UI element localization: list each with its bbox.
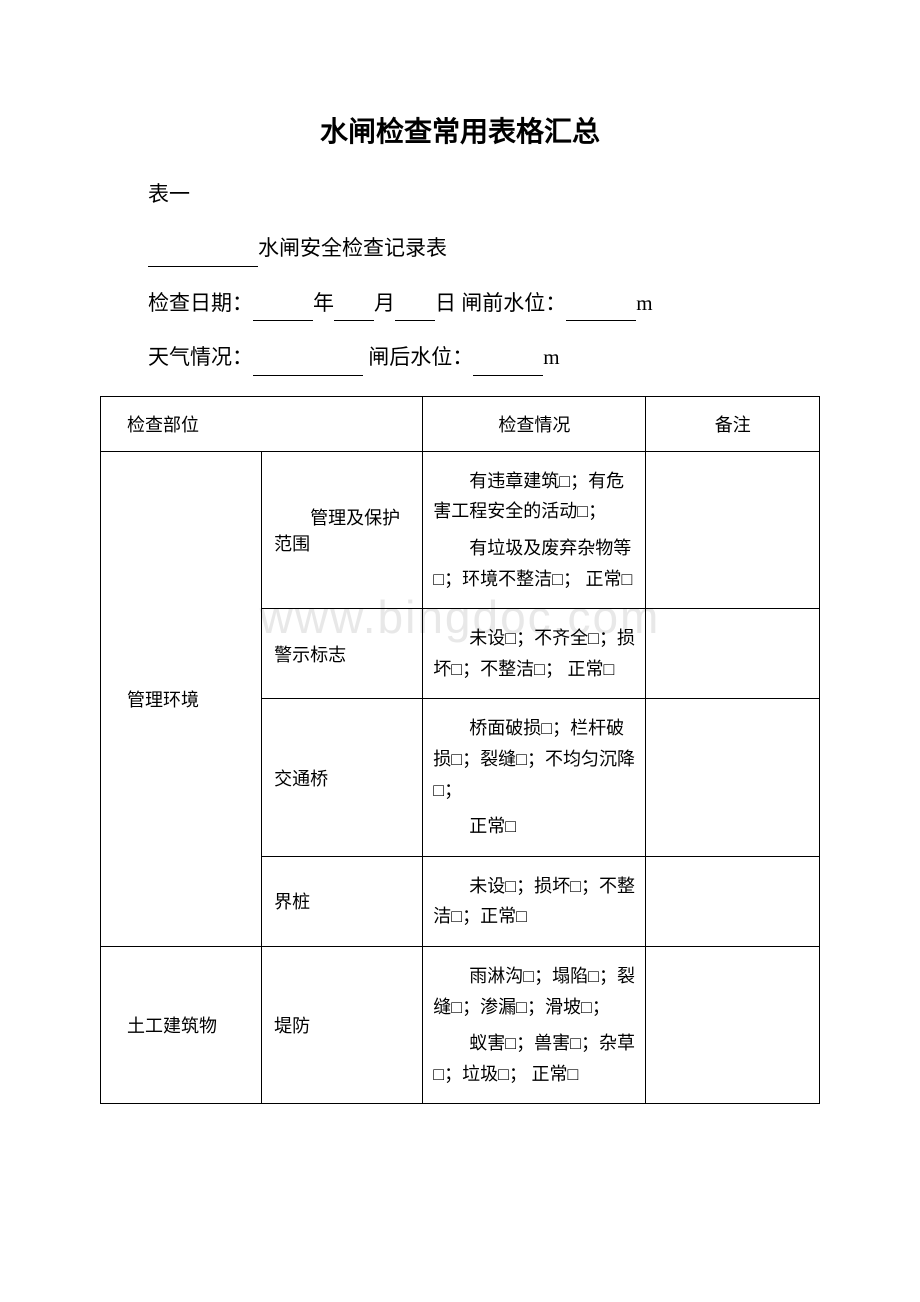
day-blank[interactable] (395, 287, 435, 322)
weather-line: 天气情况： 闸后水位： m (148, 341, 820, 376)
form-title-suffix: 水闸安全检查记录表 (258, 236, 447, 260)
item-cell: 管理及保护范围 (262, 451, 423, 608)
pre-water-label: 闸前水位： (461, 291, 566, 315)
month-blank[interactable] (334, 287, 374, 322)
item-cell: 警示标志 (262, 609, 423, 699)
table-row: 土工建筑物 堤防 雨淋沟□；塌陷□；裂缝□；渗漏□；滑坡□； 蚁害□；兽害□；杂… (101, 946, 820, 1103)
check-date-label: 检查日期： (148, 291, 253, 315)
month-label: 月 (374, 291, 395, 315)
table-label: 表一 (148, 178, 820, 208)
situation-cell: 未设□；不齐全□；损坏□；不整洁□； 正常□ (423, 609, 646, 699)
item-cell: 交通桥 (262, 699, 423, 856)
remark-cell[interactable] (646, 856, 820, 946)
header-location: 检查部位 (101, 396, 423, 451)
post-water-label: 闸后水位： (368, 345, 473, 369)
situation-cell: 桥面破损□；栏杆破损□；裂缝□；不均匀沉降□； 正常□ (423, 699, 646, 856)
item-cell: 堤防 (262, 946, 423, 1103)
table-row: 管理环境 管理及保护范围 有违章建筑□；有危害工程安全的活动□； 有垃圾及废弃杂… (101, 451, 820, 608)
situation-cell: 雨淋沟□；塌陷□；裂缝□；渗漏□；滑坡□； 蚁害□；兽害□；杂草□；垃圾□； 正… (423, 946, 646, 1103)
header-remark: 备注 (646, 396, 820, 451)
item-cell: 界桩 (262, 856, 423, 946)
pre-water-blank[interactable] (566, 287, 636, 322)
water-unit-2: m (543, 345, 559, 369)
remark-cell[interactable] (646, 699, 820, 856)
situation-cell: 有违章建筑□；有危害工程安全的活动□； 有垃圾及废弃杂物等□；环境不整洁□； 正… (423, 451, 646, 608)
post-water-blank[interactable] (473, 341, 543, 376)
year-blank[interactable] (253, 287, 313, 322)
inspection-table: 检查部位 检查情况 备注 管理环境 管理及保护范围 有违章建筑□；有危害工程安全… (100, 396, 820, 1105)
table-header-row: 检查部位 检查情况 备注 (101, 396, 820, 451)
situation-cell: 未设□；损坏□；不整洁□；正常□ (423, 856, 646, 946)
form-title-line: 水闸安全检查记录表 (148, 232, 820, 267)
category-cell: 管理环境 (101, 451, 262, 946)
water-unit-1: m (636, 291, 652, 315)
category-cell: 土工建筑物 (101, 946, 262, 1103)
remark-cell[interactable] (646, 946, 820, 1103)
header-situation: 检查情况 (423, 396, 646, 451)
page-title: 水闸检查常用表格汇总 (100, 110, 820, 150)
remark-cell[interactable] (646, 451, 820, 608)
remark-cell[interactable] (646, 609, 820, 699)
day-label: 日 (435, 291, 456, 315)
date-line: 检查日期： 年 月 日 闸前水位： m (148, 287, 820, 322)
sluice-name-blank[interactable] (148, 232, 258, 267)
weather-blank[interactable] (253, 341, 363, 376)
year-label: 年 (313, 291, 334, 315)
weather-label: 天气情况： (148, 345, 253, 369)
